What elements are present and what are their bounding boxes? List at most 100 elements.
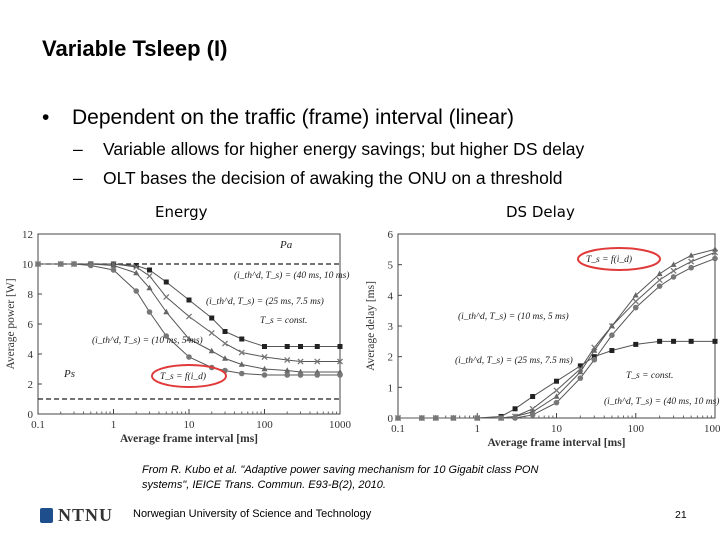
data-point bbox=[239, 336, 245, 342]
data-point bbox=[656, 283, 663, 289]
page-number: 21 bbox=[675, 509, 687, 521]
data-point bbox=[297, 372, 304, 378]
series-line bbox=[398, 251, 716, 419]
data-point bbox=[670, 274, 677, 280]
energy-label: Energy bbox=[155, 203, 208, 221]
data-point bbox=[87, 262, 94, 269]
data-point bbox=[591, 356, 598, 363]
data-point bbox=[314, 372, 321, 378]
data-point bbox=[512, 415, 518, 421]
x-tick-label: 100 bbox=[628, 423, 645, 435]
y-tick-label: 12 bbox=[22, 229, 33, 241]
highlight-circle bbox=[151, 364, 227, 388]
chart-annotation: (i_th^d, T_s) = (40 ms, 10 ms) bbox=[604, 396, 719, 407]
data-series bbox=[395, 255, 718, 421]
x-axis-label: Average frame interval [ms] bbox=[120, 433, 258, 445]
data-point bbox=[688, 264, 694, 271]
x-axis-label: Average frame interval [ms] bbox=[487, 437, 625, 449]
data-point bbox=[133, 263, 139, 268]
data-point bbox=[238, 349, 245, 356]
data-point bbox=[688, 258, 695, 265]
data-point bbox=[57, 261, 64, 267]
ntnu-logo-icon bbox=[40, 508, 53, 523]
data-point bbox=[712, 255, 718, 262]
data-point bbox=[222, 355, 229, 361]
x-tick-label: 1000 bbox=[329, 419, 352, 431]
y-axis-label: Average delay [ms] bbox=[365, 281, 377, 371]
data-point bbox=[553, 387, 560, 394]
data-point bbox=[147, 267, 153, 273]
sub-bullet-marker: – bbox=[73, 168, 83, 188]
data-point bbox=[577, 368, 584, 375]
data-point bbox=[591, 347, 598, 353]
data-point bbox=[577, 375, 584, 381]
data-point bbox=[163, 333, 170, 339]
data-point bbox=[395, 415, 401, 421]
y-tick-label: 0 bbox=[388, 413, 394, 425]
data-series bbox=[395, 246, 718, 421]
sub-bullet-marker: – bbox=[73, 139, 83, 159]
data-point bbox=[297, 358, 304, 365]
x-tick-label: 0.1 bbox=[31, 419, 45, 431]
x-tick-label: 100 bbox=[256, 419, 273, 431]
data-point bbox=[433, 415, 439, 421]
citation: From R. Kubo et al. "Adaptive power savi… bbox=[142, 464, 539, 491]
y-tick-label: 6 bbox=[28, 319, 34, 331]
data-point bbox=[163, 308, 170, 315]
data-point bbox=[284, 372, 291, 378]
data-point bbox=[146, 272, 153, 280]
data-point bbox=[450, 415, 457, 421]
data-point bbox=[163, 293, 170, 301]
chart-annotation: T_s = const. bbox=[626, 371, 673, 381]
data-point bbox=[671, 338, 677, 344]
data-point bbox=[35, 261, 41, 267]
data-point bbox=[633, 341, 639, 347]
data-point bbox=[609, 348, 615, 354]
x-tick-label: 1 bbox=[475, 423, 481, 435]
data-point bbox=[261, 372, 268, 378]
data-point bbox=[591, 354, 597, 360]
data-point bbox=[670, 261, 677, 267]
chart-annotation: (i_th^d, T_s) = (10 ms, 5 ms) bbox=[458, 311, 569, 322]
data-point bbox=[609, 332, 615, 338]
data-point bbox=[632, 298, 639, 305]
chart-annotation: T_s = f(i_d) bbox=[586, 254, 632, 265]
y-tick-label: 1 bbox=[388, 382, 394, 394]
data-point bbox=[208, 329, 215, 337]
chart-annotation: (i_th^d, T_s) = (10 ms, 5 ms) bbox=[92, 335, 203, 346]
chart-annotation: Pa bbox=[279, 239, 293, 251]
data-point bbox=[632, 292, 639, 298]
energy-chart: 0 2 4 6 8 10 12 0.1 1 10 100 1000 Average frame inte… bbox=[5, 229, 352, 445]
data-point bbox=[208, 347, 215, 354]
data-point bbox=[712, 338, 718, 344]
ds-delay-label: DS Delay bbox=[506, 203, 575, 221]
data-point bbox=[419, 415, 425, 421]
ntnu-logo: NTNU bbox=[40, 505, 113, 526]
data-point bbox=[512, 406, 518, 412]
data-point bbox=[577, 363, 583, 369]
footer-text: Norwegian University of Science and Tech… bbox=[133, 508, 372, 520]
data-point bbox=[238, 370, 245, 377]
data-point bbox=[474, 415, 481, 421]
data-point bbox=[146, 309, 153, 315]
data-point bbox=[656, 270, 663, 277]
data-point bbox=[632, 304, 639, 311]
x-tick-label: 1000 bbox=[704, 423, 720, 435]
data-point bbox=[688, 338, 694, 344]
bullet-text: Dependent on the traffic (frame) interva… bbox=[72, 106, 514, 129]
data-point bbox=[221, 340, 229, 347]
data-point bbox=[209, 315, 215, 321]
chart-annotation: T_s = f(i_d) bbox=[160, 371, 206, 382]
data-point bbox=[314, 358, 321, 365]
bullet-marker: • bbox=[42, 106, 50, 129]
data-point bbox=[298, 344, 304, 349]
x-tick-label: 10 bbox=[551, 423, 563, 435]
delay-chart: 0 1 2 3 4 5 6 0.1 1 10 100 1000 Average frame interv… bbox=[365, 229, 720, 449]
y-tick-label: 3 bbox=[388, 321, 394, 333]
chart-annotation: Ps bbox=[63, 368, 75, 380]
data-point bbox=[133, 269, 140, 276]
data-point bbox=[261, 353, 268, 361]
data-point bbox=[498, 415, 504, 421]
highlight-circle bbox=[577, 247, 661, 271]
data-point bbox=[554, 378, 559, 384]
